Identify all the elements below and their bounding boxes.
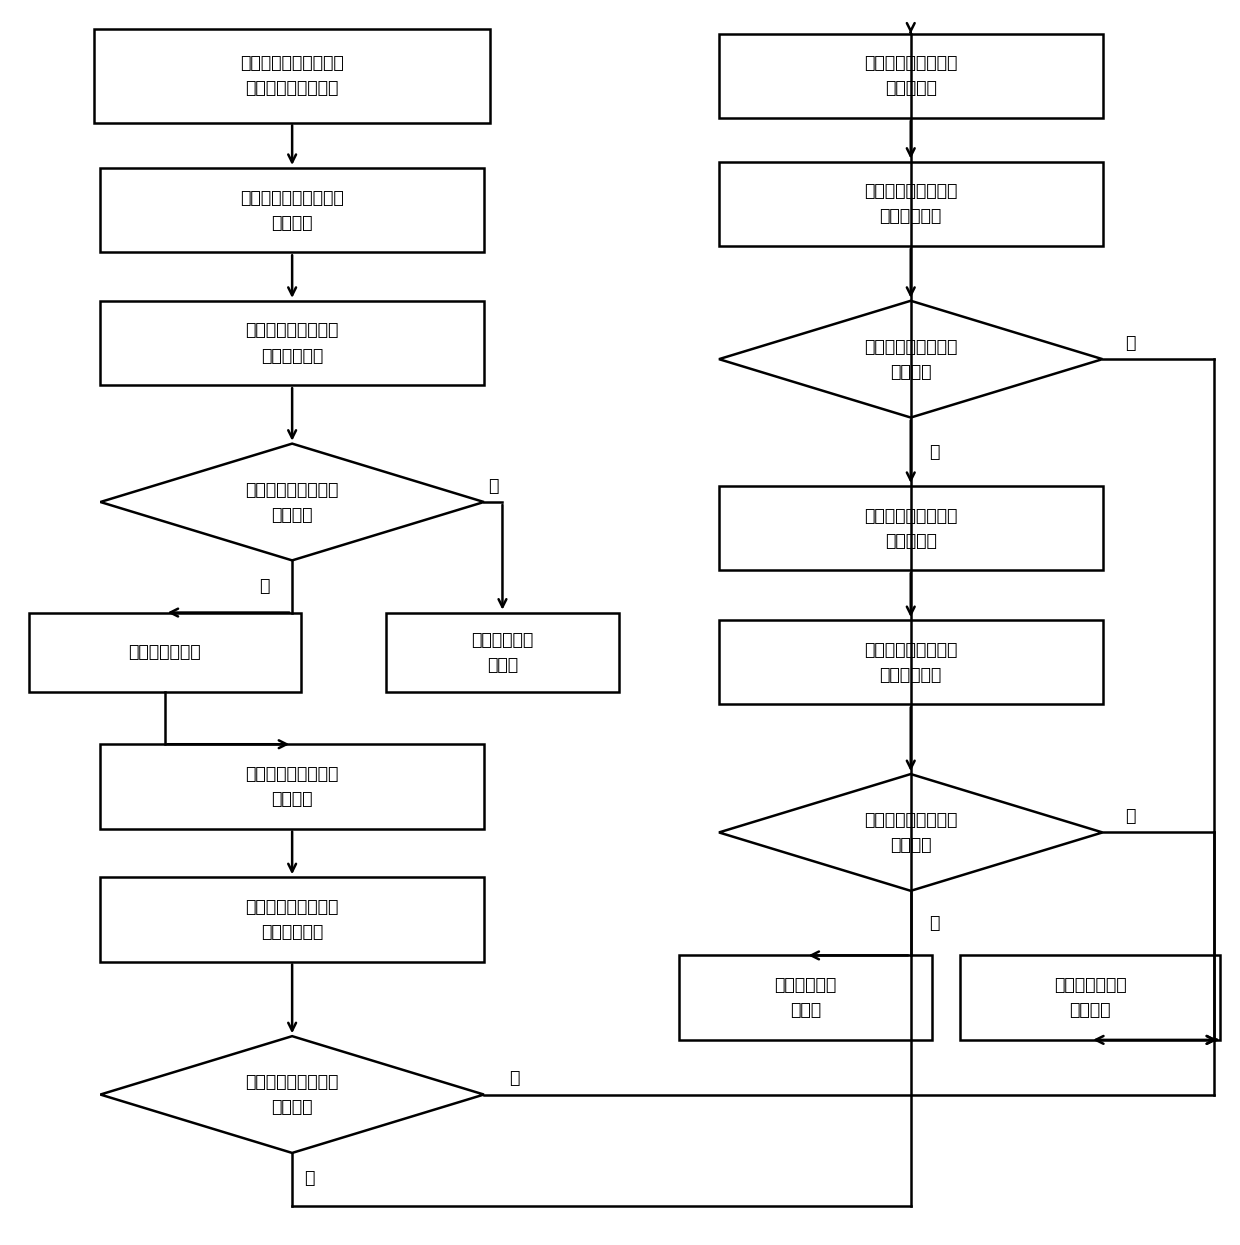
Polygon shape (100, 443, 484, 560)
Text: 获取源边界节点的反
向线性标记值: 获取源边界节点的反 向线性标记值 (246, 898, 339, 941)
Text: 满足多约束服务质量
参数条件: 满足多约束服务质量 参数条件 (864, 337, 957, 381)
Text: 查找失败，路
由结束: 查找失败，路 由结束 (775, 976, 837, 1020)
Bar (100, 301, 484, 385)
Bar (94, 30, 490, 122)
Text: 获取源边界节点的反
向线性标记值: 获取源边界节点的反 向线性标记值 (246, 321, 339, 365)
Text: 计算第二条路径
路由结束: 计算第二条路径 路由结束 (1054, 976, 1126, 1020)
Bar (719, 486, 1102, 570)
Text: 否: 否 (508, 1069, 520, 1087)
Bar (386, 613, 619, 692)
Text: 是: 是 (259, 578, 270, 595)
Text: 满足多约束服务质量
参数条件: 满足多约束服务质量 参数条件 (246, 1073, 339, 1116)
Text: 获取源边界节点的反
向线性标记值: 获取源边界节点的反 向线性标记值 (864, 182, 957, 225)
Text: 满足多约束服务质量
参数条件: 满足多约束服务质量 参数条件 (246, 481, 339, 523)
Text: 查找失败，路
由结束: 查找失败，路 由结束 (471, 631, 533, 674)
Text: 对原网络拓扑图进行
第三次简化: 对原网络拓扑图进行 第三次简化 (864, 507, 957, 549)
Bar (960, 955, 1220, 1040)
Text: 获取源边界节点的反
向线性标记值: 获取源边界节点的反 向线性标记值 (864, 641, 957, 684)
Text: 对网络拓扑图进行第
一次简化: 对网络拓扑图进行第 一次简化 (246, 764, 339, 808)
Bar (719, 162, 1102, 247)
Polygon shape (719, 774, 1102, 891)
Bar (100, 745, 484, 829)
Text: 否: 否 (929, 914, 940, 933)
Bar (678, 955, 932, 1040)
Bar (100, 168, 484, 253)
Text: 否: 否 (489, 477, 498, 494)
Text: 计算第一条路径: 计算第一条路径 (129, 644, 201, 661)
Text: 是: 是 (1125, 334, 1135, 352)
Text: 否: 否 (929, 443, 940, 461)
Polygon shape (719, 301, 1102, 417)
Text: 满足多约束服务质量
参数条件: 满足多约束服务质量 参数条件 (864, 810, 957, 854)
Text: 获取各条链路的服务质
量参数和可靠性数值: 获取各条链路的服务质 量参数和可靠性数值 (241, 55, 343, 97)
Polygon shape (100, 1036, 484, 1153)
Bar (29, 613, 301, 692)
Bar (719, 620, 1102, 705)
Text: 对原网络拓扑图进行
第二次简化: 对原网络拓扑图进行 第二次简化 (864, 55, 957, 97)
Bar (719, 34, 1102, 118)
Text: 确定源边界节点和目的
边界节点: 确定源边界节点和目的 边界节点 (241, 188, 343, 232)
Text: 是: 是 (1125, 807, 1135, 825)
Bar (100, 878, 484, 961)
Text: 是: 是 (305, 1169, 315, 1186)
